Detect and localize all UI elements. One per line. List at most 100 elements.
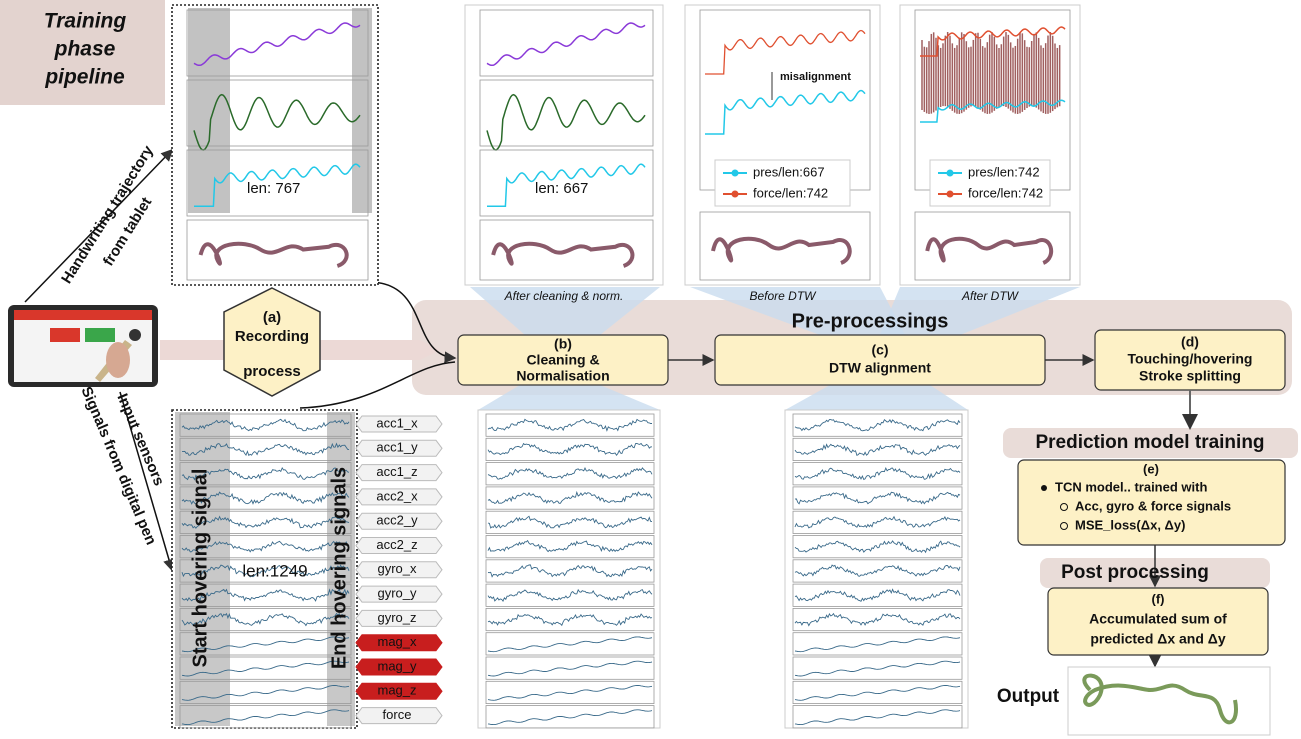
subplot bbox=[179, 535, 352, 559]
connector bbox=[299, 361, 456, 409]
signal-trace bbox=[794, 564, 961, 577]
step-text: Stroke splitting bbox=[1139, 368, 1241, 384]
subplot bbox=[485, 680, 655, 704]
step-label: (a) bbox=[263, 309, 281, 326]
channel-tag bbox=[355, 561, 443, 579]
plot-panel bbox=[464, 4, 664, 286]
signal-trace bbox=[794, 685, 961, 701]
subplot bbox=[792, 632, 963, 656]
step-box bbox=[1017, 459, 1286, 546]
step-label: (c) bbox=[871, 342, 888, 358]
signal-trace bbox=[181, 564, 350, 578]
signal-trace bbox=[194, 163, 361, 207]
channel-tag bbox=[355, 585, 443, 603]
legend-box bbox=[714, 159, 851, 207]
signal-trace bbox=[181, 660, 350, 677]
channel-label: mag_x bbox=[377, 634, 417, 649]
wedge bbox=[785, 385, 968, 410]
subplot bbox=[792, 437, 963, 461]
caption: Before DTW bbox=[749, 289, 817, 303]
length-label: len: 767 bbox=[247, 180, 300, 197]
section-title: Prediction model training bbox=[1035, 432, 1264, 453]
subplot bbox=[186, 149, 369, 217]
legend-box bbox=[929, 159, 1051, 207]
subplot bbox=[792, 608, 963, 632]
subplot bbox=[179, 705, 352, 729]
legend-swatch bbox=[731, 169, 739, 177]
signal-trace bbox=[181, 466, 350, 481]
annotation: misalignment bbox=[780, 71, 851, 83]
channel-tag bbox=[355, 682, 443, 700]
channel-label: acc2_y bbox=[376, 513, 418, 528]
signal-trace bbox=[487, 685, 653, 701]
signal-trace bbox=[920, 99, 1066, 123]
signal-trace bbox=[181, 636, 350, 653]
bullet bbox=[1041, 485, 1047, 491]
signal-trace bbox=[181, 540, 350, 553]
signal-trace bbox=[487, 613, 653, 627]
signal-trace bbox=[487, 588, 653, 602]
wedge bbox=[880, 287, 1080, 335]
legend-swatch bbox=[731, 190, 739, 198]
subplot bbox=[792, 705, 963, 729]
subplot bbox=[792, 486, 963, 510]
signal-trace bbox=[794, 443, 961, 456]
subplot bbox=[485, 632, 655, 656]
signal-trace bbox=[794, 612, 961, 627]
channel-tag bbox=[355, 634, 443, 652]
arrow bbox=[119, 391, 175, 572]
subplot bbox=[485, 413, 655, 437]
subplot bbox=[179, 559, 352, 583]
title-line: pipeline bbox=[44, 66, 125, 89]
subplot bbox=[179, 462, 352, 486]
subplot bbox=[485, 583, 655, 607]
training-title-band bbox=[1003, 428, 1298, 458]
arrow bbox=[24, 148, 174, 303]
channel-label: mag_z bbox=[377, 683, 416, 698]
subplot bbox=[179, 680, 352, 704]
legend-entry: pres/len:667 bbox=[753, 164, 825, 179]
subplot bbox=[792, 462, 963, 486]
signal-trace bbox=[794, 540, 961, 554]
subplot bbox=[792, 413, 963, 437]
channel-label: force bbox=[383, 707, 412, 722]
wedge bbox=[690, 287, 905, 335]
signal-trace bbox=[920, 26, 1066, 57]
legend-swatch bbox=[946, 190, 954, 198]
subplot bbox=[479, 219, 654, 281]
signal-trace bbox=[193, 22, 361, 67]
bullet-text: MSE_loss(Δx, Δy) bbox=[1075, 517, 1185, 532]
subplot bbox=[179, 608, 352, 632]
subplot bbox=[179, 437, 352, 461]
output-trajectory bbox=[1082, 673, 1238, 725]
legend-entry: force/len:742 bbox=[968, 185, 1043, 200]
signal-trace bbox=[487, 539, 653, 553]
step-text: DTW alignment bbox=[829, 360, 931, 376]
hover-shade bbox=[352, 8, 372, 213]
wedge bbox=[470, 287, 660, 335]
channel-label: gyro_z bbox=[377, 610, 416, 625]
subplot bbox=[485, 510, 655, 534]
signal-trace bbox=[181, 709, 350, 726]
subplot bbox=[485, 486, 655, 510]
step-text: Touching/hovering bbox=[1128, 351, 1253, 367]
step-text: Normalisation bbox=[516, 368, 609, 384]
signal-trace bbox=[487, 466, 653, 480]
step-text: Cleaning & bbox=[526, 352, 599, 368]
channel-tag bbox=[355, 415, 443, 433]
title-background bbox=[0, 0, 165, 105]
caption: After cleaning & norm. bbox=[504, 289, 624, 303]
channel-tag bbox=[355, 707, 443, 725]
channel-label: mag_y bbox=[377, 658, 417, 673]
signal-trace bbox=[794, 636, 961, 653]
step-text: Accumulated sum of bbox=[1089, 611, 1227, 627]
subplot bbox=[485, 608, 655, 632]
signal-trace bbox=[181, 588, 350, 602]
signal-trace bbox=[794, 418, 961, 432]
legend-entry: pres/len:742 bbox=[968, 164, 1040, 179]
subplot bbox=[792, 680, 963, 704]
signal-trace bbox=[794, 660, 961, 677]
subplot bbox=[179, 413, 352, 437]
handwriting-trace bbox=[925, 236, 1054, 265]
